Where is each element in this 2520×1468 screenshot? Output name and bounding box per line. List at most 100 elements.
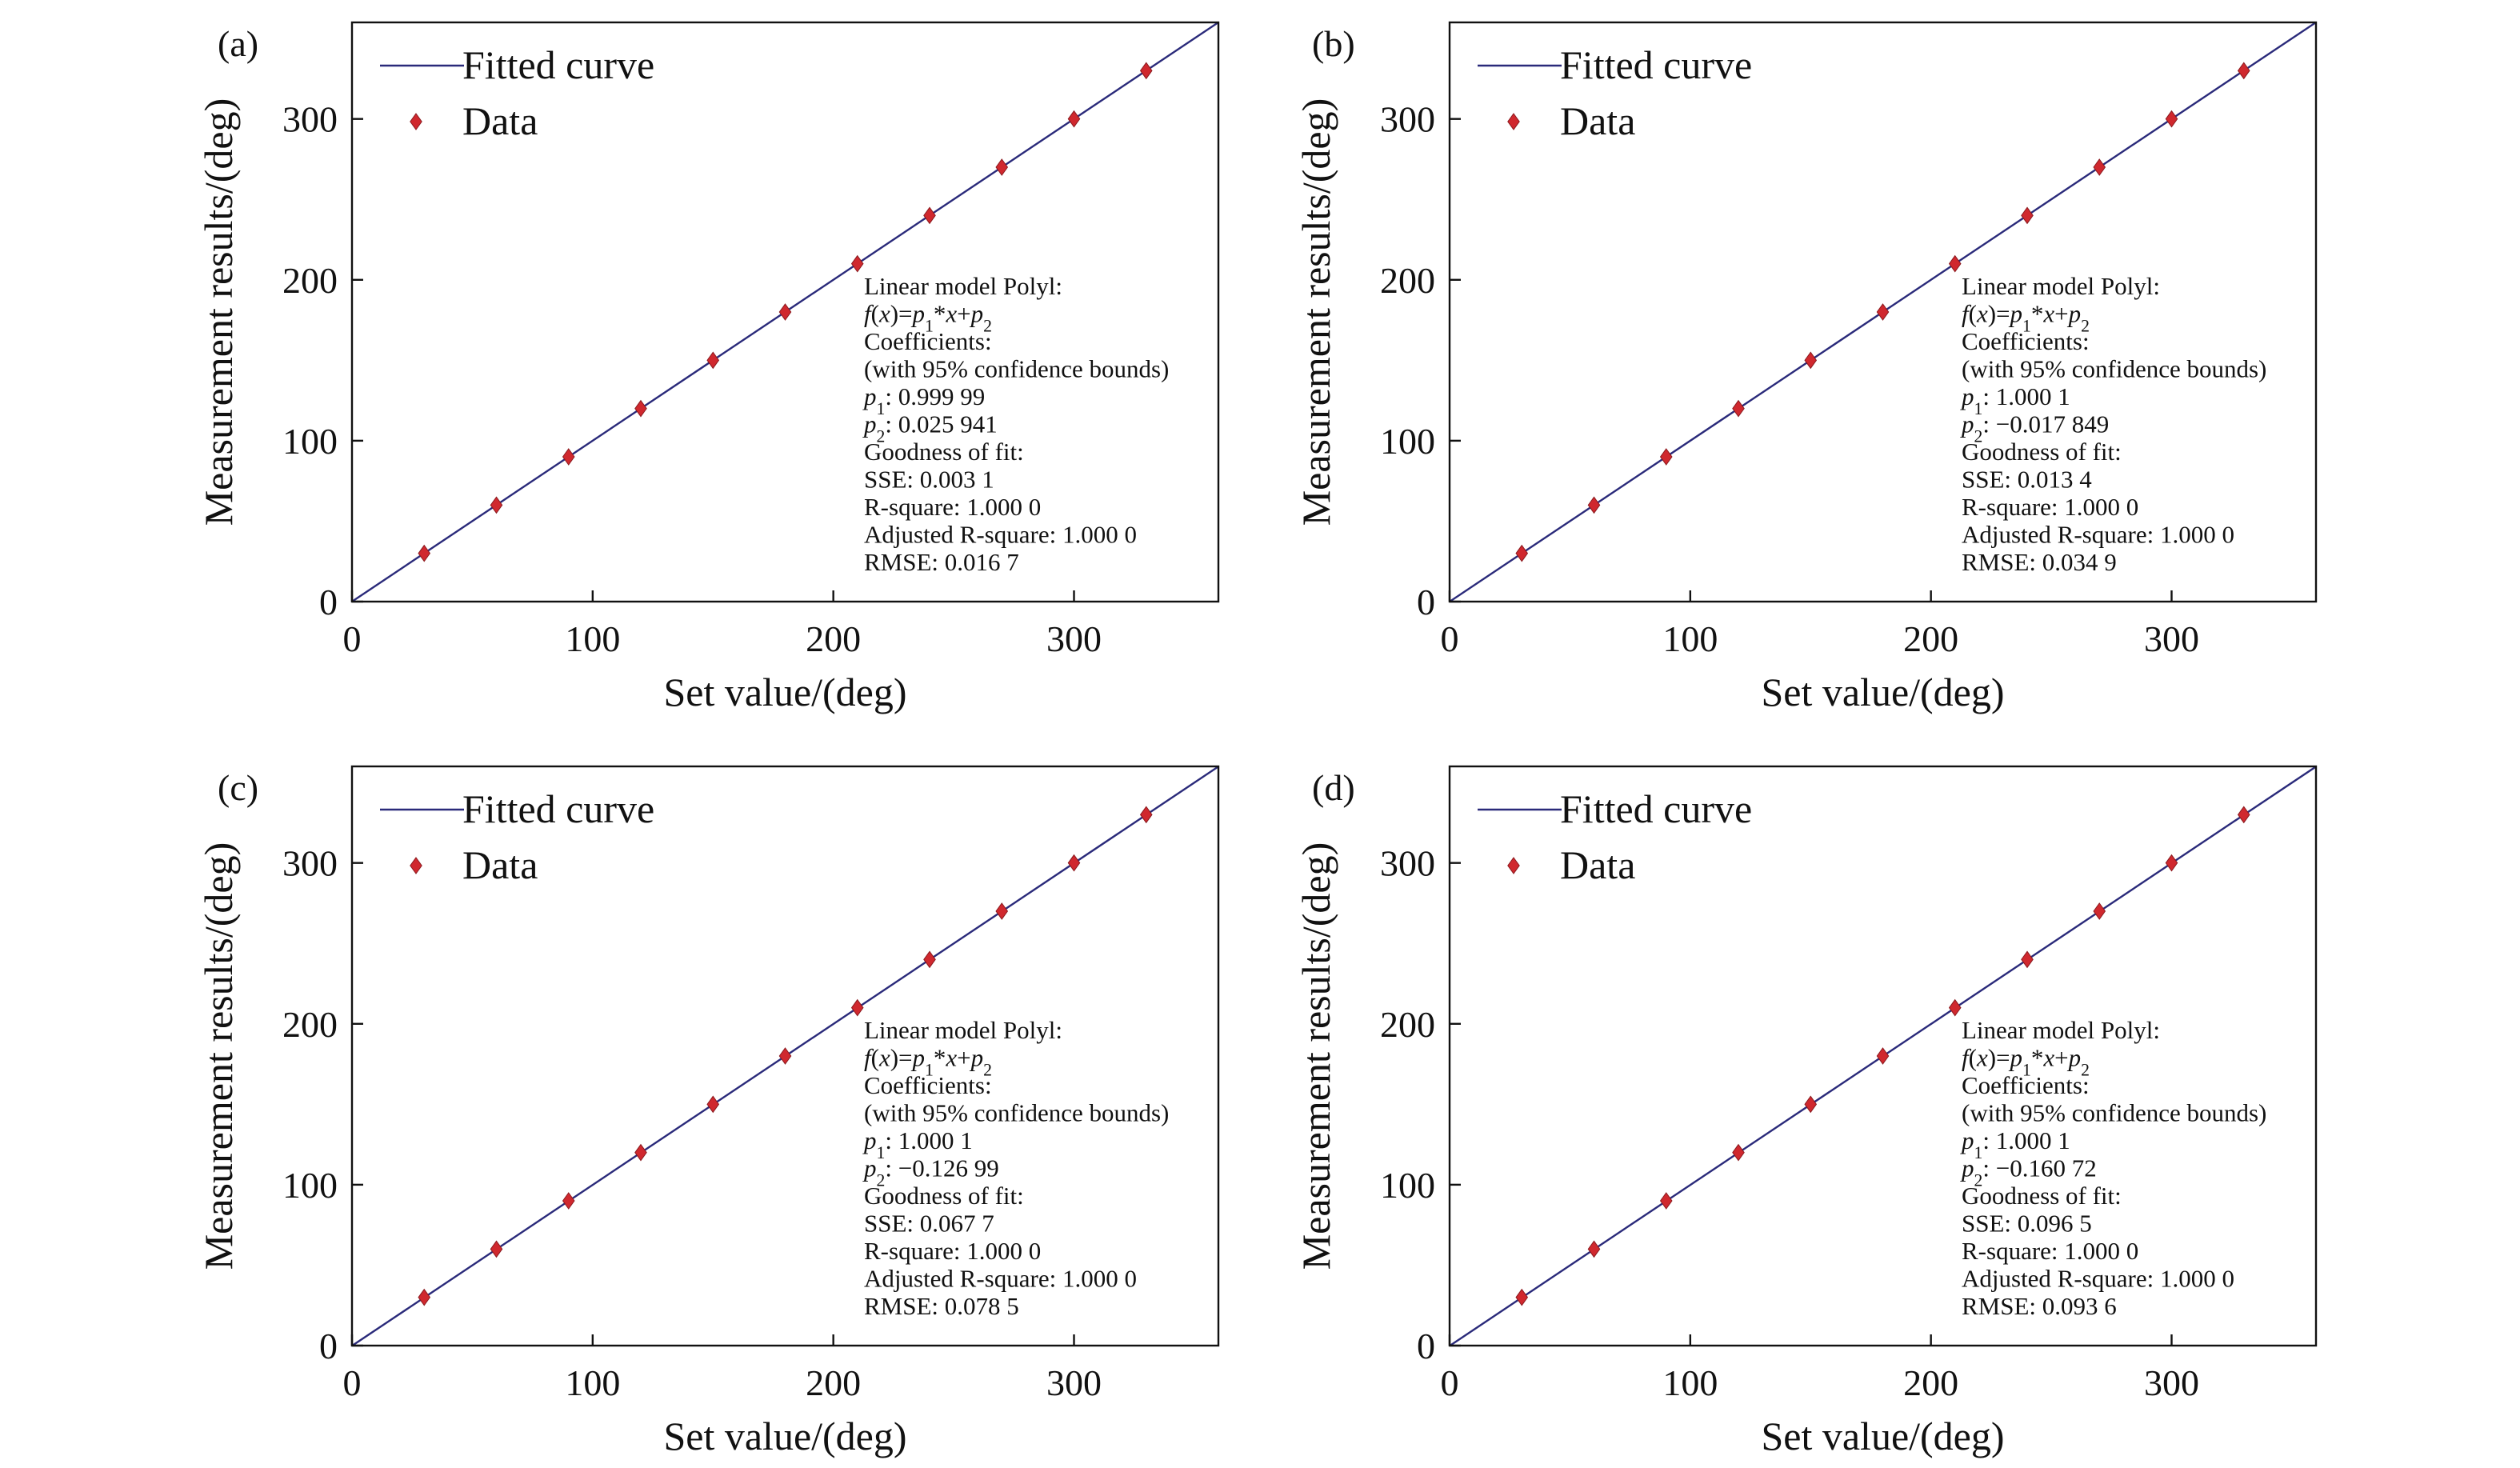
data-point [490, 1240, 503, 1258]
plot-frame [1448, 765, 2318, 1347]
data-point [634, 1143, 647, 1162]
data-point [923, 950, 936, 969]
x-tick-label: 300 [1046, 1362, 1102, 1403]
data-point [2093, 902, 2106, 920]
data-point [418, 544, 431, 562]
data-point [1067, 110, 1081, 128]
y-tick-label: 0 [319, 1326, 338, 1366]
y-tick-label: 300 [1380, 843, 1435, 884]
chart-panel: (a) 0 100 200 300 0 100 200 300 Set value/(deg) Me… [196, 21, 1220, 714]
annotation-sse: SSE: 0.013 4 [1962, 466, 2092, 494]
data-point [418, 1288, 431, 1306]
y-tick-label: 100 [282, 421, 338, 462]
data-point [2237, 806, 2250, 824]
x-tick-label: 0 [1441, 1362, 1459, 1403]
plot-frame [1448, 21, 2318, 603]
legend-data-label: Data [1560, 98, 1635, 143]
legend-data-label: Data [462, 842, 538, 887]
legend-marker-swatch [1507, 113, 1520, 130]
x-tick-label: 100 [565, 618, 620, 659]
data-point [778, 303, 792, 321]
chart-panel: (b) 0 100 200 300 0 100 200 300 Set value/(deg) Me… [1294, 21, 2318, 714]
y-tick-label: 200 [282, 260, 338, 301]
annotation-rmse: RMSE: 0.034 9 [1962, 548, 2117, 576]
x-tick-label: 200 [806, 618, 861, 659]
x-tick-label: 0 [343, 1362, 362, 1403]
data-point [850, 998, 864, 1017]
fit-annotation: Linear model Polyl:f(x)=p1*x+p2Coefficie… [862, 1016, 1169, 1320]
x-tick-label: 300 [1046, 618, 1102, 659]
x-axis-title: Set value/(deg) [663, 670, 906, 714]
panel-label: (a) [218, 23, 258, 64]
data-point [1948, 998, 1962, 1017]
y-tick-label: 100 [1380, 421, 1435, 462]
annotation-sse: SSE: 0.096 5 [1962, 1210, 2092, 1238]
x-tick-label: 100 [1662, 618, 1718, 659]
annotation-coefficients: Coefficients: [864, 327, 992, 355]
chart-panel: (c) 0 100 200 300 0 100 200 300 Set value/(deg) Me… [196, 765, 1220, 1458]
data-point [1948, 254, 1962, 273]
annotation-formula: f(x)=p1*x+p2 [864, 1044, 992, 1080]
data-point [1587, 496, 1601, 514]
annotation-rmse: RMSE: 0.093 6 [1962, 1292, 2117, 1320]
x-tick-label: 300 [2144, 618, 2199, 659]
data-point [2021, 950, 2034, 969]
legend: Fitted curve Data [380, 42, 654, 143]
annotation-coefficients: Coefficients: [1962, 327, 2090, 355]
annotation-rsquare: R-square: 1.000 0 [1962, 493, 2138, 521]
y-axis-title: Measurement results/(deg) [196, 98, 241, 526]
annotation-p1: p1: 1.000 1 [1960, 1126, 2070, 1162]
annotation-adjusted-rsquare: Adjusted R-square: 1.000 0 [1962, 521, 2234, 549]
data-point [1515, 1288, 1529, 1306]
legend-marker-swatch [1507, 857, 1520, 874]
legend: Fitted curve Data [380, 786, 654, 887]
annotation-formula: f(x)=p1*x+p2 [864, 300, 992, 336]
legend-fitted-curve-label: Fitted curve [462, 786, 654, 831]
x-tick-label: 300 [2144, 1362, 2199, 1403]
annotation-rsquare: R-square: 1.000 0 [1962, 1237, 2138, 1265]
y-tick-label: 0 [319, 582, 338, 622]
data-point [1732, 1143, 1745, 1162]
annotation-adjusted-rsquare: Adjusted R-square: 1.000 0 [864, 1265, 1137, 1293]
plot-frame [350, 21, 1220, 603]
data-point [1139, 806, 1153, 824]
data-point [1587, 1240, 1601, 1258]
data-point [1876, 303, 1890, 321]
annotation-p1: p1: 1.000 1 [862, 1126, 973, 1162]
y-tick-label: 0 [1417, 582, 1435, 622]
annotation-sse: SSE: 0.003 1 [864, 466, 994, 494]
data-point [1732, 399, 1745, 418]
annotation-goodness: Goodness of fit: [864, 1182, 1024, 1210]
y-tick-label: 200 [1380, 1004, 1435, 1045]
y-tick-label: 300 [1380, 99, 1435, 140]
data-point [923, 206, 936, 225]
chart-panel: (d) 0 100 200 300 0 100 200 300 Set value/(deg) Me… [1294, 765, 2318, 1458]
annotation-rsquare: R-square: 1.000 0 [864, 493, 1041, 521]
data-point [1067, 854, 1081, 872]
data-point [1515, 544, 1529, 562]
data-point [1804, 351, 1818, 370]
x-tick-label: 100 [1662, 1362, 1718, 1403]
annotation-coefficients: Coefficients: [1962, 1071, 2090, 1099]
data-point [2165, 110, 2178, 128]
y-axis-title: Measurement results/(deg) [196, 842, 241, 1270]
y-axis-title: Measurement results/(deg) [1294, 98, 1338, 526]
data-point [1659, 448, 1673, 466]
data-point [490, 496, 503, 514]
y-tick-label: 100 [282, 1165, 338, 1206]
x-tick-label: 200 [1903, 1362, 1958, 1403]
x-tick-label: 0 [343, 618, 362, 659]
legend-fitted-curve-label: Fitted curve [462, 42, 654, 87]
y-tick-label: 0 [1417, 1326, 1435, 1366]
data-point [995, 902, 1009, 920]
x-tick-label: 200 [806, 1362, 861, 1403]
y-tick-label: 300 [282, 843, 338, 884]
data-point [706, 1095, 720, 1114]
y-tick-label: 200 [1380, 260, 1435, 301]
annotation-rsquare: R-square: 1.000 0 [864, 1237, 1041, 1265]
y-axis-title: Measurement results/(deg) [1294, 842, 1338, 1270]
annotation-p2: p2: −0.126 99 [862, 1154, 999, 1190]
annotation-rmse: RMSE: 0.016 7 [864, 548, 1019, 576]
annotation-adjusted-rsquare: Adjusted R-square: 1.000 0 [864, 521, 1137, 549]
